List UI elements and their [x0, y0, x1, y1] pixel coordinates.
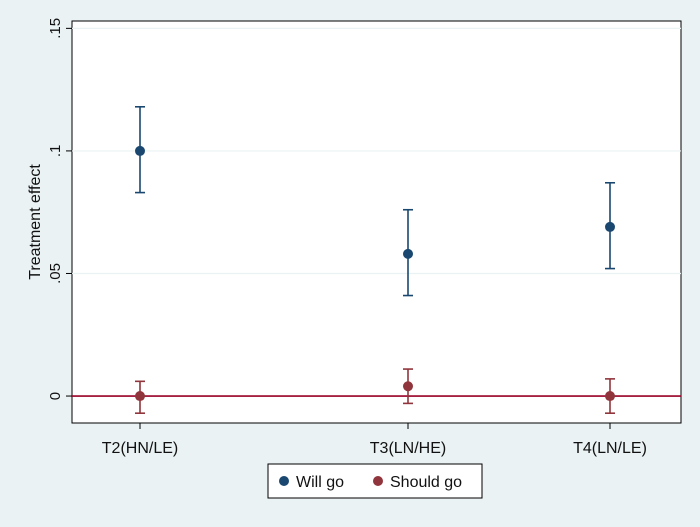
y-tick-label: .1 — [47, 145, 64, 158]
legend-marker — [373, 476, 383, 486]
axes: 0 .05 .1 .15 T2(HN/LE) T3(LN/HE) T4(LN/LE) — [47, 18, 681, 457]
y-tick-label: .15 — [47, 18, 64, 39]
legend-marker — [279, 476, 289, 486]
plot-area — [71, 20, 682, 424]
point-estimate — [605, 391, 615, 402]
y-tick-label: .05 — [47, 263, 64, 284]
data-marks — [135, 105, 615, 414]
point-estimate — [135, 391, 145, 402]
point-estimate — [605, 221, 615, 232]
x-tick-label: T2(HN/LE) — [102, 440, 178, 457]
y-axis-label: Treatment effect — [27, 164, 44, 280]
point-estimate — [403, 248, 413, 259]
y-tick-label: 0 — [47, 392, 64, 400]
x-tick-label: T3(LN/HE) — [370, 440, 446, 457]
point-estimate — [135, 145, 145, 156]
point-estimate — [403, 381, 413, 392]
legend-label: Will go — [296, 474, 344, 491]
grid-lines — [72, 27, 681, 275]
legend: Will go Should go — [267, 463, 483, 499]
legend-label: Should go — [390, 474, 462, 491]
x-tick-label: T4(LN/LE) — [573, 440, 647, 457]
